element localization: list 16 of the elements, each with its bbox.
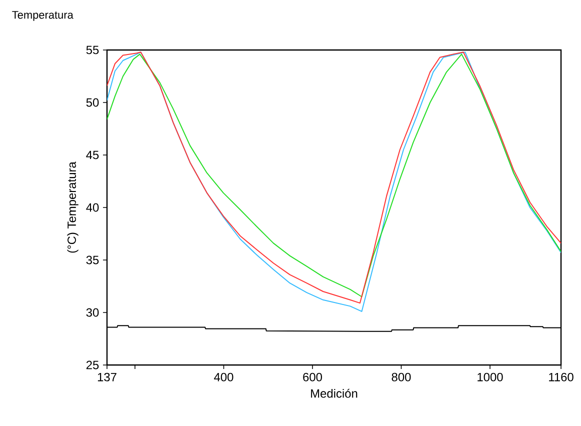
y-tick-label: 30 bbox=[86, 308, 99, 317]
x-tick-label: 137 bbox=[98, 372, 116, 382]
x-tick-label: 600 bbox=[303, 372, 322, 382]
y-tick-label: 55 bbox=[86, 46, 99, 54]
y-tick-label: 50 bbox=[86, 98, 99, 107]
x-tick-label: 800 bbox=[392, 372, 411, 382]
x-tick-label: 1000 bbox=[478, 372, 503, 382]
y-axis-title: (°C) Temperatura bbox=[67, 162, 78, 253]
y-tick-label: 45 bbox=[86, 150, 99, 160]
chart-title: Temperatura bbox=[12, 11, 74, 21]
y-tick-label: 40 bbox=[86, 203, 99, 212]
x-tick-label: 1160 bbox=[549, 372, 574, 382]
y-tick-label: 25 bbox=[86, 360, 99, 370]
x-axis-title: Medición bbox=[311, 388, 358, 398]
x-tick-label: 400 bbox=[214, 372, 234, 382]
y-tick-label: 35 bbox=[86, 256, 99, 264]
